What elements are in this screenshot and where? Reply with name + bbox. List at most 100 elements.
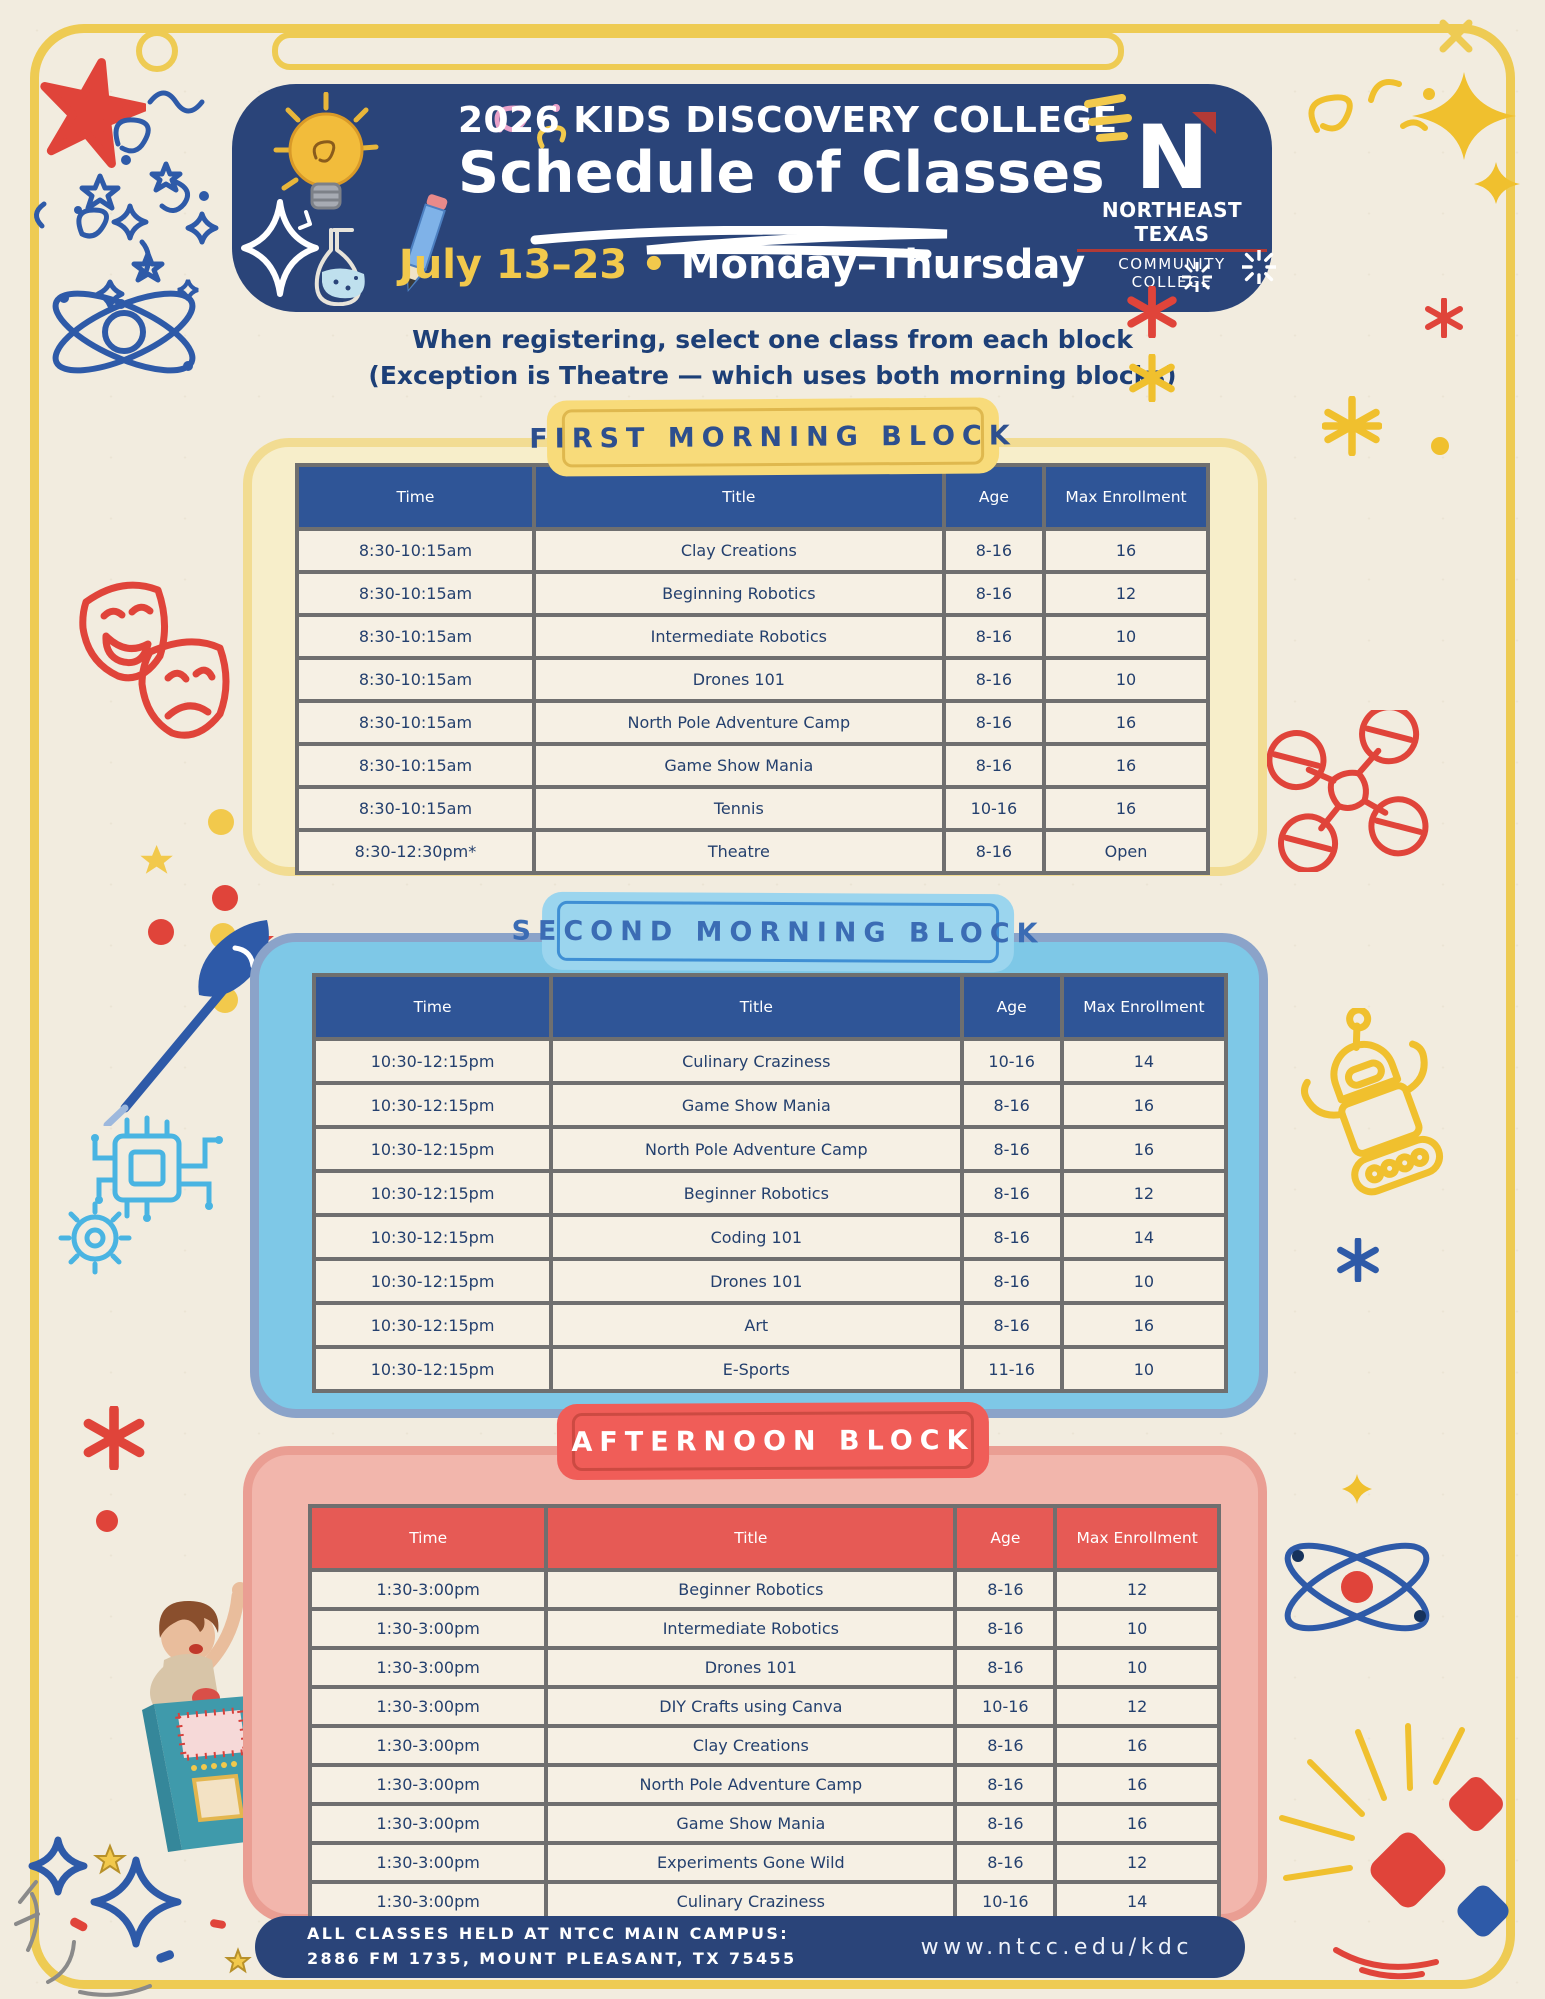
table-row: 1:30-3:00pm Culinary Craziness 10-16 14	[307, 1880, 1221, 1923]
instructions-line2: (Exception is Theatre — which uses both …	[368, 361, 1177, 391]
yellow-asterisk-icon	[1322, 396, 1382, 456]
table-cell: 8-16	[953, 1763, 1058, 1806]
celebration-kites-icon	[1279, 1723, 1509, 1980]
table-cell: 10:30-12:15pm	[311, 1125, 554, 1173]
table-cell: 16	[1042, 527, 1210, 574]
second-morning-block-banner: SECOND MORNING BLOCK	[511, 891, 1044, 973]
instructions-line1: When registering, select one class from …	[412, 325, 1133, 354]
red-star-doodle-icon	[40, 58, 146, 168]
table-cell: Tennis	[531, 785, 946, 832]
sparkle-icon	[241, 199, 319, 297]
table-cell: 12	[1053, 1568, 1221, 1611]
table-cell: 8-16	[941, 527, 1047, 574]
table-cell: 8-16	[959, 1125, 1064, 1173]
table-cell: 1:30-3:00pm	[307, 1607, 549, 1650]
table-cell: 8-16	[959, 1081, 1064, 1129]
table-cell: 10:30-12:15pm	[311, 1301, 554, 1349]
column-header: Time	[307, 1504, 549, 1572]
table-row: 8:30-10:15am Intermediate Robotics 8-16 10	[295, 613, 1210, 660]
table-cell: 8-16	[953, 1568, 1058, 1611]
table-cell: Drones 101	[531, 656, 946, 703]
blue-confetti-icon	[34, 90, 219, 309]
table-cell: Beginning Robotics	[531, 570, 946, 617]
robot-icon	[1300, 1008, 1444, 1196]
table-cell: 10-16	[941, 785, 1047, 832]
frame-oval-doodle	[272, 32, 1124, 70]
table-cell: 1:30-3:00pm	[307, 1568, 549, 1611]
table-cell: 10:30-12:15pm	[311, 1257, 554, 1305]
table-row: 10:30-12:15pm Beginner Robotics 8-16 12	[311, 1169, 1229, 1217]
red-dot-icon	[96, 1510, 118, 1532]
table-row: 1:30-3:00pm North Pole Adventure Camp 8-16…	[307, 1763, 1221, 1806]
column-header: Title	[549, 973, 964, 1041]
flyer-title-line1: 2026 KIDS DISCOVERY COLLEGE	[458, 100, 1118, 141]
block-label: FIRST MORNING BLOCK	[528, 419, 1017, 455]
table-row: 8:30-10:15am Beginning Robotics 8-16 12	[295, 570, 1210, 617]
table-cell: 12	[1042, 570, 1210, 617]
afternoon-block-table: Time Title Age Max Enrollment 1:30-3:00pm Be…	[307, 1504, 1221, 1923]
column-header: Max Enrollment	[1042, 463, 1210, 531]
table-cell: 8-16	[941, 699, 1047, 746]
footer-banner: ALL CLASSES HELD AT NTCC MAIN CAMPUS: 28…	[255, 1916, 1245, 1978]
table-cell: 8:30-10:15am	[295, 785, 536, 832]
table-row: 1:30-3:00pm DIY Crafts using Canva 10-16 12	[307, 1685, 1221, 1728]
ntcc-logo-n-icon: N	[1135, 110, 1216, 198]
table-row: 10:30-12:15pm North Pole Adventure Camp 8-…	[311, 1125, 1229, 1173]
column-header: Title	[544, 1504, 958, 1572]
table-row: 1:30-3:00pm Clay Creations 8-16 16	[307, 1724, 1221, 1767]
column-header: Age	[953, 1504, 1058, 1572]
column-header: Time	[311, 973, 554, 1041]
table-header-row: Time Title Age Max Enrollment	[311, 973, 1229, 1041]
table-cell: 8:30-10:15am	[295, 527, 536, 574]
table-cell: 10	[1059, 1345, 1229, 1393]
column-header: Time	[295, 463, 536, 531]
table-cell: 8-16	[959, 1257, 1064, 1305]
lightbulb-icon	[273, 92, 379, 210]
flyer-title-line2: Schedule of Classes	[458, 140, 1106, 206]
yellow-sparkle-icon	[1342, 1474, 1372, 1504]
table-cell: 8-16	[959, 1213, 1064, 1261]
atom-red-nucleus-icon	[1284, 1542, 1430, 1632]
campus-address: ALL CLASSES HELD AT NTCC MAIN CAMPUS: 28…	[307, 1922, 797, 1972]
table-cell: Beginner Robotics	[544, 1568, 958, 1611]
table-cell: North Pole Adventure Camp	[544, 1763, 958, 1806]
table-cell: 8:30-10:15am	[295, 656, 536, 703]
date-range: July 13–23	[398, 242, 628, 288]
table-cell: E-Sports	[549, 1345, 964, 1393]
table-cell: 11-16	[959, 1345, 1064, 1393]
frame-circle-doodle	[136, 30, 178, 72]
table-cell: 14	[1059, 1213, 1229, 1261]
table-row: 10:30-12:15pm E-Sports 11-16 10	[311, 1345, 1229, 1393]
paintbrush-icon	[103, 920, 269, 1126]
table-cell: 10:30-12:15pm	[311, 1169, 554, 1217]
table-row: 8:30-10:15am Tennis 10-16 16	[295, 785, 1210, 832]
date-line: July 13–23 • Monday–Thursday	[352, 242, 1132, 288]
theater-masks-icon	[79, 581, 230, 739]
table-cell: Open	[1042, 828, 1210, 875]
table-cell: Beginner Robotics	[549, 1169, 964, 1217]
table-cell: 10:30-12:15pm	[311, 1345, 554, 1393]
column-header: Max Enrollment	[1059, 973, 1229, 1041]
table-header-row: Time Title Age Max Enrollment	[307, 1504, 1221, 1572]
table-cell: Game Show Mania	[531, 742, 946, 789]
table-cell: 1:30-3:00pm	[307, 1646, 549, 1689]
blue-asterisk-icon	[1337, 1238, 1379, 1282]
date-days: Monday–Thursday	[680, 242, 1086, 288]
table-cell: North Pole Adventure Camp	[549, 1125, 964, 1173]
ntcc-logo-line1: NORTHEAST TEXAS	[1077, 198, 1267, 252]
table-cell: 8-16	[953, 1841, 1058, 1884]
block-label: SECOND MORNING BLOCK	[510, 915, 1045, 949]
table-cell: Theatre	[531, 828, 946, 875]
column-header: Age	[959, 973, 1064, 1041]
table-cell: 10	[1053, 1607, 1221, 1650]
table-cell: 16	[1059, 1081, 1229, 1129]
afternoon-block-banner: AFTERNOON BLOCK	[556, 1401, 989, 1481]
table-cell: 16	[1053, 1802, 1221, 1845]
website-url: www.ntcc.edu/kdc	[920, 1934, 1193, 1960]
column-header: Age	[941, 463, 1047, 531]
table-row: 1:30-3:00pm Experiments Gone Wild 8-16 12	[307, 1841, 1221, 1884]
table-cell: Art	[549, 1301, 964, 1349]
table-cell: 8:30-10:15am	[295, 699, 536, 746]
table-cell: Clay Creations	[531, 527, 946, 574]
